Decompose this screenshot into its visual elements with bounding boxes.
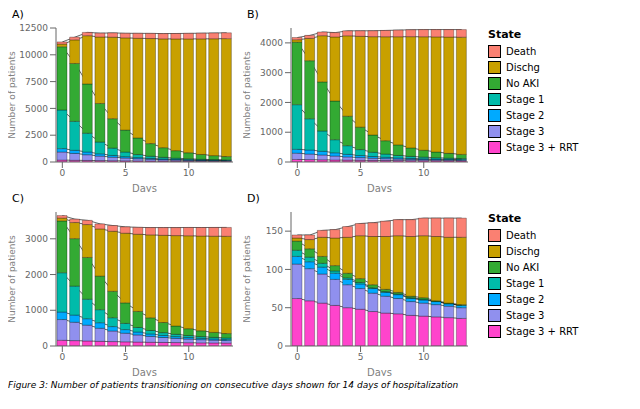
svg-text:Days: Days bbox=[132, 367, 157, 376]
html-text:State: State bbox=[488, 212, 522, 225]
html-text:Stage 1: Stage 1 bbox=[506, 94, 545, 105]
html-text:Stage 3 + RRT: Stage 3 + RRT bbox=[506, 142, 579, 153]
html-text:Death: Death bbox=[506, 230, 537, 241]
html-text:C): C) bbox=[12, 192, 24, 205]
svg-text:0: 0 bbox=[294, 168, 300, 178]
html-text:Figure 3: Number of patients t: Figure 3: Number of patients transitioni… bbox=[8, 380, 459, 390]
svg-text:Days: Days bbox=[367, 183, 392, 192]
html-text:No AKI: No AKI bbox=[506, 78, 540, 89]
svg-text:5: 5 bbox=[123, 168, 129, 178]
html-text:Dischg: Dischg bbox=[506, 246, 540, 257]
svg-text:10: 10 bbox=[183, 352, 195, 362]
svg-text:3000: 3000 bbox=[260, 68, 283, 78]
svg-text:0: 0 bbox=[59, 352, 65, 362]
html-text:Dischg: Dischg bbox=[506, 62, 540, 73]
html-text:Stage 3: Stage 3 bbox=[506, 126, 545, 137]
svg-text:7500: 7500 bbox=[25, 77, 48, 87]
html-text:D): D) bbox=[247, 192, 260, 205]
svg-text:Days: Days bbox=[367, 367, 392, 376]
svg-text:0: 0 bbox=[42, 157, 48, 167]
svg-text:2500: 2500 bbox=[25, 130, 48, 140]
svg-text:10000: 10000 bbox=[19, 50, 48, 60]
svg-text:10: 10 bbox=[183, 168, 195, 178]
svg-text:10: 10 bbox=[418, 352, 430, 362]
html-text:Stage 2: Stage 2 bbox=[506, 110, 545, 121]
svg-text:0: 0 bbox=[277, 341, 283, 351]
svg-text:4000: 4000 bbox=[260, 38, 283, 48]
svg-text:0: 0 bbox=[294, 352, 300, 362]
svg-text:Number of patients: Number of patients bbox=[8, 235, 17, 323]
html-text:Stage 3 + RRT: Stage 3 + RRT bbox=[506, 326, 579, 337]
svg-text:5: 5 bbox=[358, 352, 364, 362]
svg-text:50: 50 bbox=[272, 303, 284, 313]
svg-text:Days: Days bbox=[132, 183, 157, 192]
html-text:No AKI: No AKI bbox=[506, 262, 540, 273]
svg-text:Number of patients: Number of patients bbox=[243, 51, 252, 139]
svg-text:10: 10 bbox=[418, 168, 430, 178]
svg-text:1000: 1000 bbox=[260, 127, 283, 137]
svg-text:Number of patients: Number of patients bbox=[8, 51, 17, 139]
svg-text:2000: 2000 bbox=[260, 98, 283, 108]
svg-text:5: 5 bbox=[358, 168, 364, 178]
svg-text:5: 5 bbox=[123, 352, 129, 362]
svg-text:2000: 2000 bbox=[25, 270, 48, 280]
svg-text:1000: 1000 bbox=[25, 305, 48, 315]
svg-text:3000: 3000 bbox=[25, 234, 48, 244]
html-text:Stage 1: Stage 1 bbox=[506, 278, 545, 289]
svg-text:100: 100 bbox=[266, 265, 283, 275]
svg-text:12500: 12500 bbox=[19, 23, 48, 33]
html-text:Stage 2: Stage 2 bbox=[506, 294, 545, 305]
svg-text:5000: 5000 bbox=[25, 104, 48, 114]
html-text:Death: Death bbox=[506, 46, 537, 57]
svg-text:150: 150 bbox=[266, 226, 283, 236]
svg-text:0: 0 bbox=[59, 168, 65, 178]
svg-text:Number of patients: Number of patients bbox=[243, 235, 252, 323]
svg-text:0: 0 bbox=[42, 341, 48, 351]
html-text:Stage 3: Stage 3 bbox=[506, 310, 545, 321]
svg-text:0: 0 bbox=[277, 157, 283, 167]
html-text:A): A) bbox=[12, 8, 24, 21]
html-text:State: State bbox=[488, 28, 522, 41]
html-text:B): B) bbox=[247, 8, 259, 21]
